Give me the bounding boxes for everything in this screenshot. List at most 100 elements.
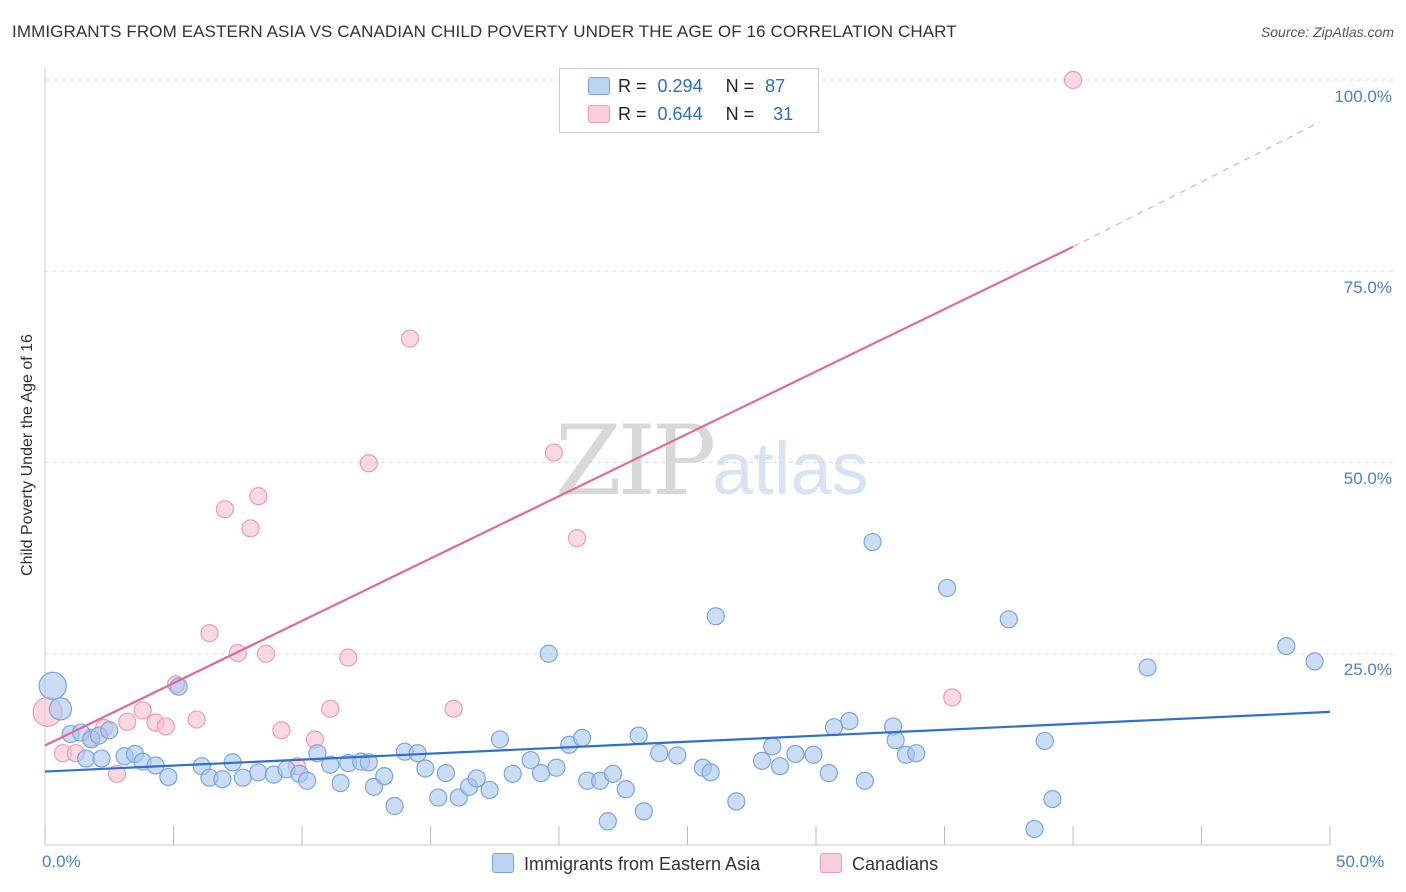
data-point-pink (359, 454, 378, 473)
data-point-blue (1277, 636, 1296, 656)
data-point-blue (503, 764, 522, 783)
data-point-blue (213, 770, 232, 789)
data-point-blue (249, 763, 268, 782)
axes (44, 68, 1331, 846)
data-point-pink (1063, 70, 1083, 90)
chart-title: IMMIGRANTS FROM EASTERN ASIA VS CANADIAN… (12, 22, 957, 41)
data-point-blue (375, 767, 394, 786)
data-point-blue (521, 750, 540, 770)
data-point-blue (38, 671, 67, 701)
data-point-blue (907, 744, 926, 763)
data-point-blue (1043, 789, 1062, 809)
data-point-blue (359, 753, 378, 772)
watermark-zip: ZIP (555, 405, 716, 517)
data-point-blue (598, 812, 617, 831)
legend-n-label: N = (725, 104, 755, 124)
legend-r-value: 0.294 (657, 76, 703, 96)
data-point-blue (467, 769, 486, 788)
bottom-legend-label-blue: Immigrants from Eastern Asia (524, 854, 761, 874)
bottom-legend-swatch-blue (492, 853, 514, 873)
data-point-blue (547, 758, 566, 777)
data-point-pink (256, 644, 276, 663)
data-point-blue (819, 763, 838, 783)
bottom-legend-label-pink: Canadians (852, 854, 939, 874)
data-point-blue (385, 796, 404, 816)
y-tick-label-50: 50.0% (1343, 469, 1392, 488)
legend-r-value: 0.644 (657, 104, 703, 124)
data-point-pink (187, 710, 206, 729)
correlation-legend: R = 0.294 N = 87 R = 0.644 N = 31 (559, 68, 819, 133)
bottom-legend-swatch-pink (820, 853, 842, 873)
bottom-legend-item-pink: Canadians (820, 853, 938, 875)
data-point-pink (118, 712, 137, 731)
trend-line-extension-pink (1072, 121, 1321, 248)
data-point-pink (215, 500, 234, 519)
x-tick-label-min: 0.0% (42, 852, 81, 871)
data-point-blue (573, 728, 592, 748)
y-tick-label-75: 75.0% (1343, 278, 1392, 297)
legend-r-label: R = (618, 104, 647, 124)
data-point-blue (650, 744, 669, 763)
data-point-blue (727, 792, 746, 811)
data-point-blue (786, 744, 805, 764)
data-point-blue (855, 771, 874, 790)
data-points (32, 70, 1324, 839)
data-point-blue (763, 737, 782, 756)
legend-n-value: 31 (773, 104, 794, 124)
data-point-blue (1025, 819, 1044, 839)
data-point-blue (531, 763, 551, 783)
legend-n-label: N = (725, 76, 755, 96)
data-point-blue (706, 607, 725, 626)
source-label: Source: ZipAtlas.com (1260, 24, 1394, 40)
data-point-pink (249, 487, 268, 506)
data-point-blue (490, 730, 509, 749)
data-point-pink (444, 699, 463, 718)
data-point-blue (159, 767, 178, 787)
legend-row-blue: R = 0.294 N = 87 (618, 76, 785, 97)
legend-n-value: 87 (765, 76, 786, 96)
gridlines (45, 79, 1395, 655)
data-point-blue (92, 749, 111, 768)
data-point-blue (701, 763, 720, 782)
data-point-blue (321, 755, 340, 774)
data-point-pink (339, 648, 358, 667)
data-point-blue (539, 644, 558, 663)
data-point-blue (886, 731, 905, 750)
data-point-pink (156, 717, 175, 736)
data-point-blue (416, 759, 435, 778)
data-point-blue (1035, 731, 1054, 751)
data-point-pink (321, 699, 340, 718)
data-point-blue (100, 721, 119, 740)
data-point-blue (824, 718, 844, 737)
watermark-atlas: atlas (712, 427, 869, 510)
data-point-blue (48, 697, 73, 721)
data-point-blue (436, 763, 456, 783)
data-point-blue (298, 771, 317, 790)
data-point-blue (863, 532, 882, 552)
data-point-blue (668, 746, 687, 765)
data-point-blue (840, 711, 859, 731)
data-point-blue (770, 757, 790, 776)
bottom-legend-item-blue: Immigrants from Eastern Asia (492, 853, 760, 875)
data-point-blue (603, 764, 623, 783)
data-point-blue (629, 726, 648, 745)
data-point-pink (567, 529, 587, 548)
trend-lines (44, 121, 1331, 773)
watermark: ZIPatlas (555, 405, 869, 517)
data-point-pink (241, 519, 260, 538)
data-point-pink (400, 329, 420, 348)
data-point-pink (943, 688, 962, 707)
data-point-pink (272, 721, 291, 740)
data-point-blue (1138, 658, 1157, 677)
data-point-blue (752, 751, 772, 770)
data-point-pink (200, 623, 219, 643)
y-axis-label: Child Poverty Under the Age of 16 (19, 334, 36, 576)
trend-line-pink (44, 245, 1074, 747)
data-point-blue (634, 802, 653, 821)
data-point-blue (331, 773, 350, 793)
data-point-pink (107, 764, 127, 783)
data-point-blue (804, 745, 823, 764)
data-point-blue (429, 788, 448, 807)
data-point-blue (999, 610, 1018, 629)
